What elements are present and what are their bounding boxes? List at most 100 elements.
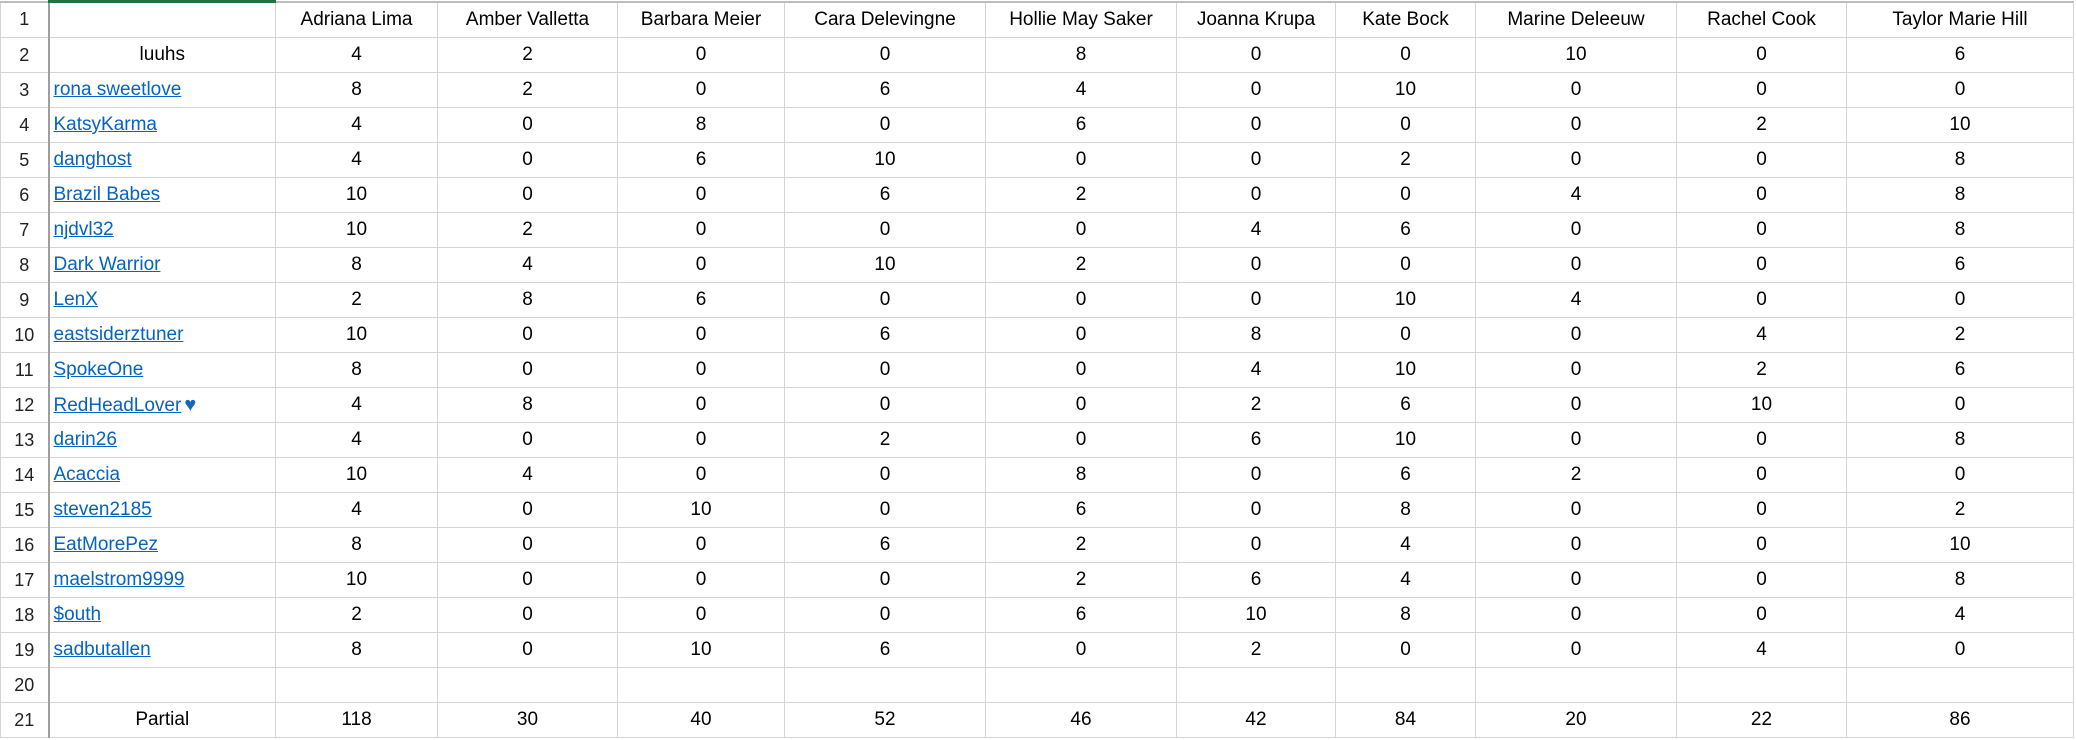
score-cell[interactable]: 0 [1475, 142, 1677, 178]
score-cell[interactable]: 8 [275, 632, 438, 668]
voter-name-cell[interactable]: darin26 [48, 422, 276, 458]
row-header[interactable]: 10 [0, 317, 50, 353]
score-cell[interactable]: 6 [1176, 562, 1336, 598]
total-label[interactable]: Partial [48, 702, 276, 738]
score-cell[interactable]: 0 [1475, 632, 1677, 668]
score-cell[interactable]: 0 [437, 352, 618, 388]
score-cell[interactable]: 0 [617, 37, 785, 73]
score-cell[interactable]: 2 [1176, 632, 1336, 668]
score-cell[interactable]: 0 [784, 352, 986, 388]
score-cell[interactable]: 0 [784, 107, 986, 143]
voter-link[interactable]: sadbutallen [54, 639, 151, 660]
score-cell[interactable]: 0 [784, 562, 986, 598]
score-cell[interactable]: 4 [437, 247, 618, 283]
score-cell[interactable]: 8 [437, 282, 618, 318]
score-cell[interactable]: 8 [1846, 142, 2074, 178]
column-header-cell[interactable]: Adriana Lima [275, 0, 438, 38]
score-cell[interactable]: 6 [1176, 422, 1336, 458]
empty-cell[interactable] [275, 667, 438, 703]
score-cell[interactable]: 0 [1676, 37, 1847, 73]
score-cell[interactable]: 10 [275, 177, 438, 213]
score-cell[interactable]: 4 [1676, 632, 1847, 668]
score-cell[interactable]: 0 [1676, 597, 1847, 633]
score-cell[interactable]: 0 [617, 527, 785, 563]
score-cell[interactable]: 0 [1176, 527, 1336, 563]
score-cell[interactable]: 10 [1676, 387, 1847, 423]
empty-cell[interactable] [48, 667, 276, 703]
empty-cell[interactable] [1846, 667, 2074, 703]
score-cell[interactable]: 0 [784, 492, 986, 528]
score-cell[interactable]: 10 [275, 562, 438, 598]
score-cell[interactable]: 0 [1846, 282, 2074, 318]
score-cell[interactable]: 0 [617, 247, 785, 283]
empty-cell[interactable] [437, 667, 618, 703]
score-cell[interactable]: 8 [1335, 492, 1476, 528]
score-cell[interactable]: 0 [617, 317, 785, 353]
score-cell[interactable]: 0 [1475, 72, 1677, 108]
voter-link[interactable]: EatMorePez [54, 534, 159, 555]
score-cell[interactable]: 0 [1335, 107, 1476, 143]
total-cell[interactable]: 30 [437, 702, 618, 738]
voter-link[interactable]: njdvl32 [54, 219, 114, 240]
score-cell[interactable]: 0 [1176, 247, 1336, 283]
score-cell[interactable]: 0 [1475, 212, 1677, 248]
row-header[interactable]: 3 [0, 72, 50, 108]
voter-link[interactable]: $outh [54, 604, 102, 625]
score-cell[interactable]: 2 [275, 282, 438, 318]
score-cell[interactable]: 0 [437, 492, 618, 528]
score-cell[interactable]: 4 [437, 457, 618, 493]
voter-name-cell[interactable]: EatMorePez [48, 527, 276, 563]
score-cell[interactable]: 4 [275, 422, 438, 458]
score-cell[interactable]: 2 [1846, 317, 2074, 353]
empty-cell[interactable] [1475, 667, 1677, 703]
score-cell[interactable]: 2 [437, 212, 618, 248]
score-cell[interactable]: 2 [1676, 107, 1847, 143]
voter-name-cell[interactable]: njdvl32 [48, 212, 276, 248]
score-cell[interactable]: 0 [1176, 107, 1336, 143]
voter-link[interactable]: rona sweetlove [54, 79, 182, 100]
score-cell[interactable]: 0 [1676, 177, 1847, 213]
score-cell[interactable]: 2 [1846, 492, 2074, 528]
score-cell[interactable]: 0 [784, 457, 986, 493]
score-cell[interactable]: 10 [1176, 597, 1336, 633]
score-cell[interactable]: 0 [1676, 142, 1847, 178]
score-cell[interactable]: 0 [1475, 597, 1677, 633]
score-cell[interactable]: 0 [985, 282, 1177, 318]
score-cell[interactable]: 0 [985, 422, 1177, 458]
score-cell[interactable]: 6 [985, 107, 1177, 143]
score-cell[interactable]: 0 [1676, 562, 1847, 598]
score-cell[interactable]: 2 [437, 37, 618, 73]
score-cell[interactable]: 6 [1846, 352, 2074, 388]
score-cell[interactable]: 6 [1846, 247, 2074, 283]
row-header[interactable]: 1 [0, 0, 50, 38]
total-cell[interactable]: 40 [617, 702, 785, 738]
score-cell[interactable]: 0 [985, 212, 1177, 248]
score-cell[interactable]: 10 [1846, 107, 2074, 143]
score-cell[interactable]: 6 [1335, 387, 1476, 423]
voter-link[interactable]: maelstrom9999 [54, 569, 185, 590]
score-cell[interactable]: 0 [1846, 72, 2074, 108]
score-cell[interactable]: 10 [1475, 37, 1677, 73]
voter-name-cell[interactable]: maelstrom9999 [48, 562, 276, 598]
column-header-cell[interactable]: Marine Deleeuw [1475, 0, 1677, 38]
row-header[interactable]: 13 [0, 422, 50, 458]
score-cell[interactable]: 0 [1475, 107, 1677, 143]
score-cell[interactable]: 0 [1676, 247, 1847, 283]
score-cell[interactable]: 8 [617, 107, 785, 143]
score-cell[interactable]: 8 [275, 527, 438, 563]
score-cell[interactable]: 4 [1475, 282, 1677, 318]
row-header[interactable]: 9 [0, 282, 50, 318]
voter-name-cell[interactable]: LenX [48, 282, 276, 318]
empty-cell[interactable] [1335, 667, 1476, 703]
score-cell[interactable]: 6 [985, 597, 1177, 633]
empty-cell[interactable] [1676, 667, 1847, 703]
score-cell[interactable]: 10 [1335, 282, 1476, 318]
voter-link[interactable]: darin26 [54, 429, 117, 450]
row-header[interactable]: 14 [0, 457, 50, 493]
column-header-cell[interactable]: Amber Valletta [437, 0, 618, 38]
score-cell[interactable]: 0 [1676, 457, 1847, 493]
row-header[interactable]: 20 [0, 667, 50, 703]
score-cell[interactable]: 0 [437, 632, 618, 668]
score-cell[interactable]: 6 [617, 142, 785, 178]
empty-cell[interactable] [784, 667, 986, 703]
